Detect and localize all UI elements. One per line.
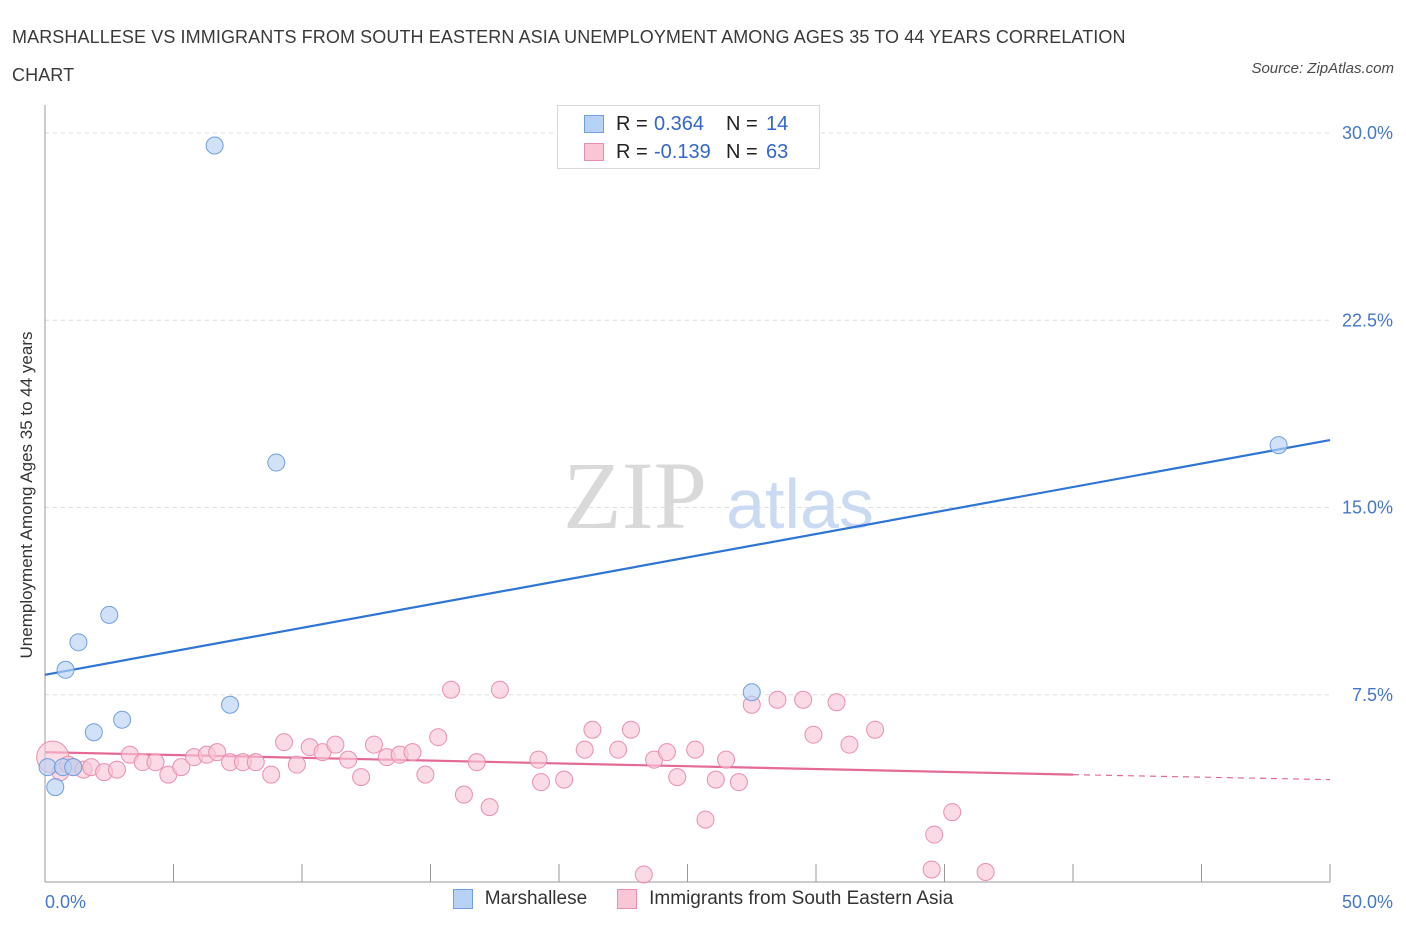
marshallese-point xyxy=(69,633,88,652)
immigrants-point xyxy=(429,728,448,747)
immigrants-point xyxy=(925,825,944,844)
immigrants-point xyxy=(804,725,823,744)
legend-r-label: R = xyxy=(616,140,648,163)
data-points xyxy=(36,136,1288,884)
legend-item-marshallese[interactable]: Marshallese xyxy=(452,888,588,910)
immigrants-point xyxy=(840,735,859,754)
marshallese-point xyxy=(100,605,119,624)
correlation-legend: R = 0.364 N = 14 R = -0.139 N = 63 xyxy=(557,105,820,169)
watermark-atlas: atlas xyxy=(726,465,874,543)
immigrants-point xyxy=(686,740,705,759)
marshallese-trend-line xyxy=(44,439,1331,676)
legend-label-marshallese: Marshallese xyxy=(484,888,588,909)
immigrants-point xyxy=(275,733,294,752)
legend-n-value: 63 xyxy=(766,140,789,163)
immigrants-point xyxy=(352,768,371,787)
watermark-zip: ZIP xyxy=(563,442,707,549)
y-tick-label: 7.5% xyxy=(1352,685,1393,705)
marshallese-point xyxy=(267,453,286,472)
immigrants-point xyxy=(480,798,499,817)
marshallese-point xyxy=(46,778,65,797)
legend-r-value: 0.364 xyxy=(654,112,705,135)
marshallese-point xyxy=(84,723,103,742)
immigrants-point xyxy=(575,740,594,759)
immigrants-point xyxy=(943,803,962,822)
immigrants-point xyxy=(364,735,383,754)
immigrants-point xyxy=(529,750,548,769)
marshallese-point xyxy=(113,710,132,729)
marshallese-point xyxy=(56,660,75,679)
immigrants-point xyxy=(621,720,640,739)
y-tick-label: 15.0% xyxy=(1342,498,1393,518)
immigrants-point xyxy=(287,755,306,774)
gridlines xyxy=(45,132,1330,696)
immigrants-point xyxy=(107,760,126,779)
immigrants-point xyxy=(339,750,358,769)
immigrants-point xyxy=(668,768,687,787)
legend-label-immigrants: Immigrants from South Eastern Asia xyxy=(649,888,954,909)
immigrants-point xyxy=(326,735,345,754)
legend-n-label: N = xyxy=(726,112,758,135)
legend-n-label: N = xyxy=(726,140,758,163)
immigrants-point xyxy=(976,863,995,882)
immigrants-point xyxy=(922,860,941,879)
marshallese-point xyxy=(1269,436,1288,455)
immigrants-point xyxy=(657,743,676,762)
legend-row-immigrants: R = -0.139 N = 63 xyxy=(584,139,788,165)
legend-swatch-pink xyxy=(617,889,638,909)
immigrants-point xyxy=(532,773,551,792)
series-legend: Marshallese Immigrants from South Easter… xyxy=(0,888,1406,910)
immigrants-point xyxy=(467,753,486,772)
immigrants-point xyxy=(768,690,787,709)
immigrants-point xyxy=(490,680,509,699)
immigrants-point xyxy=(583,720,602,739)
immigrants-point xyxy=(827,693,846,712)
marshallese-point xyxy=(205,136,224,155)
legend-row-marshallese: R = 0.364 N = 14 xyxy=(584,111,788,137)
immigrants-point xyxy=(706,770,725,789)
axes xyxy=(44,105,1331,883)
marshallese-point xyxy=(64,758,83,777)
marshallese-point xyxy=(221,695,240,714)
chart-title: MARSHALLESE VS IMMIGRANTS FROM SOUTH EAS… xyxy=(12,27,1126,85)
legend-r-value: -0.139 xyxy=(654,140,711,163)
immigrants-point xyxy=(729,773,748,792)
immigrants-point xyxy=(696,810,715,829)
marshallese-point xyxy=(742,683,761,702)
x-tick-label: 0.0% xyxy=(45,892,86,912)
watermark: ZIP atlas xyxy=(563,442,874,549)
marshallese-point xyxy=(38,758,57,777)
immigrants-point xyxy=(208,743,227,762)
immigrants-point xyxy=(634,865,653,884)
source-label: Source: ZipAtlas.com xyxy=(1251,60,1394,77)
legend-swatch-blue xyxy=(584,115,604,133)
tick-labels: 7.5% 15.0% 22.5% 30.0% 0.0% 50.0% xyxy=(45,123,1393,912)
legend-swatch-pink xyxy=(584,143,604,161)
immigrants-trend-extension xyxy=(1072,774,1331,781)
immigrants-point xyxy=(555,770,574,789)
immigrants-point xyxy=(403,743,422,762)
immigrants-point xyxy=(442,680,461,699)
legend-r-label: R = xyxy=(616,112,648,135)
legend-item-immigrants[interactable]: Immigrants from South Eastern Asia xyxy=(617,888,953,910)
immigrants-point xyxy=(609,740,628,759)
immigrants-point xyxy=(866,720,885,739)
immigrants-point xyxy=(794,690,813,709)
immigrants-point xyxy=(454,785,473,804)
y-tick-label: 22.5% xyxy=(1342,310,1393,330)
immigrants-point xyxy=(717,750,736,769)
legend-swatch-blue xyxy=(452,889,473,909)
immigrants-point xyxy=(146,753,165,772)
legend-n-value: 14 xyxy=(766,112,789,135)
immigrants-point xyxy=(416,765,435,784)
x-tick-label: 50.0% xyxy=(1342,892,1393,912)
immigrants-point xyxy=(262,765,281,784)
immigrants-point xyxy=(246,753,265,772)
immigrants-point xyxy=(172,758,191,777)
y-tick-label: 30.0% xyxy=(1342,123,1393,143)
